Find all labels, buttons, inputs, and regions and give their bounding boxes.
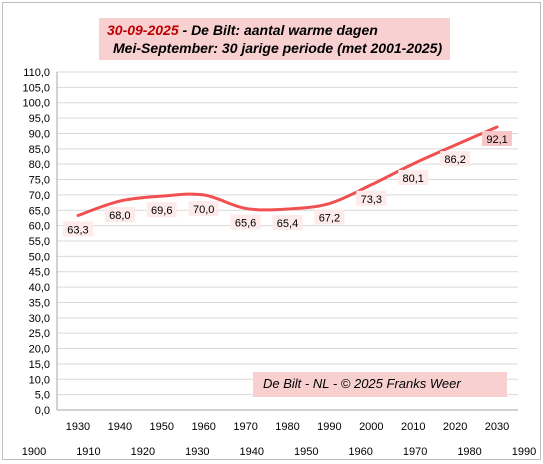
y-tick-label: 100,0 [22,98,50,110]
data-label-bg [62,221,93,237]
data-label: 63,3 [67,224,88,236]
series-line [76,125,499,217]
data-label-bg [398,169,429,185]
footer-box: De Bilt - NL - © 2025 Franks Weer [253,372,507,397]
data-label-bg [104,207,135,223]
chart-title-box: 30-09-2025 - De Bilt: aantal warme dagen… [99,18,450,60]
x-tick-label: 1950 [150,421,174,433]
x-secondary-label: 1980 [457,446,481,458]
y-tick-label: 20,0 [29,344,50,356]
x-secondary-label: 1930 [185,446,209,458]
y-tick-label: 65,0 [29,205,50,217]
x-secondary-label: 1950 [294,446,318,458]
x-secondary-label: 1960 [348,446,372,458]
y-tick-label: 55,0 [29,236,50,248]
x-secondary-label: 1970 [403,446,427,458]
chart-title: - De Bilt: aantal warme dagen [178,22,378,38]
data-label-bg [440,151,471,167]
x-tick-label: 1970 [233,421,257,433]
y-tick-label: 75,0 [29,175,50,187]
data-label: 86,2 [444,154,465,166]
data-label-bg [146,202,177,218]
y-tick-label: 10,0 [29,374,50,386]
y-tick-label: 50,0 [29,251,50,263]
data-label-bg [188,200,219,216]
title-date: 30-09-2025 [107,22,179,38]
data-label-bg [272,215,303,231]
x-tick-label: 1980 [275,421,299,433]
y-tick-label: 15,0 [29,359,50,371]
y-tick-label: 0,0 [35,405,50,417]
data-label: 68,0 [109,210,130,222]
data-label: 65,4 [277,218,298,230]
y-tick-label: 60,0 [29,221,50,233]
y-tick-label: 90,0 [29,128,50,140]
footer-text: De Bilt - NL - © 2025 Franks Weer [263,376,461,391]
x-tick-label: 1990 [317,421,341,433]
x-secondary-label: 1910 [76,446,100,458]
x-tick-label: 1930 [66,421,90,433]
data-label-bg [482,131,513,147]
y-tick-label: 95,0 [29,113,50,125]
y-tick-label: 30,0 [29,313,50,325]
data-label-bg [314,209,345,225]
x-tick-label: 2010 [401,421,425,433]
x-secondary-label: 1900 [22,446,46,458]
y-tick-label: 45,0 [29,267,50,279]
y-tick-label: 5,0 [35,390,50,402]
x-tick-label: 2000 [359,421,383,433]
x-tick-label: 2020 [443,421,467,433]
y-tick-label: 80,0 [29,159,50,171]
chart-subtitle: Mei-September: 30 jarige periode (met 20… [113,40,443,56]
x-secondary-label: 1920 [131,446,155,458]
y-tick-label: 85,0 [29,144,50,156]
x-tick-label: 1940 [108,421,132,433]
data-label: 92,1 [486,134,507,146]
y-tick-label: 105,0 [22,82,50,94]
y-tick-label: 110,0 [23,67,50,79]
data-label-bg [230,214,261,230]
y-tick-label: 35,0 [29,297,50,309]
y-tick-label: 70,0 [29,190,50,202]
data-label-bg [356,190,387,206]
x-secondary-label: 1940 [240,446,264,458]
y-tick-label: 25,0 [29,328,50,340]
data-label: 65,6 [235,217,256,229]
data-label: 80,1 [403,173,424,185]
y-tick-label: 40,0 [29,282,50,294]
x-secondary-label: 1990 [512,446,536,458]
data-label: 67,2 [319,213,340,225]
x-tick-label: 2030 [485,421,509,433]
x-tick-label: 1960 [191,421,215,433]
data-label: 70,0 [193,204,214,216]
data-label: 73,3 [361,194,382,206]
data-label: 69,6 [151,205,172,217]
